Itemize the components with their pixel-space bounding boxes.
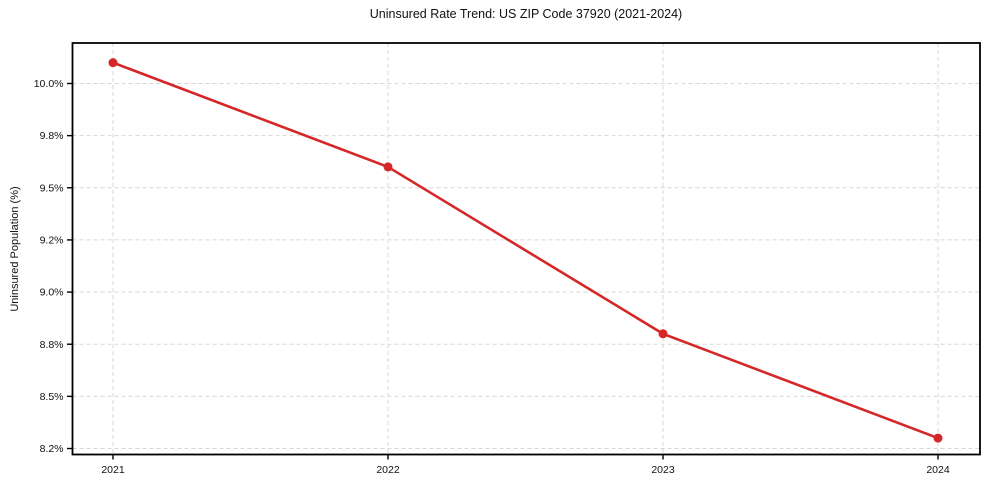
svg-text:2024: 2024 [926, 464, 950, 476]
svg-text:2022: 2022 [376, 464, 400, 476]
svg-text:9.2%: 9.2% [40, 235, 64, 247]
svg-text:2021: 2021 [101, 464, 125, 476]
svg-text:8.5%: 8.5% [40, 391, 64, 403]
chart-title: Uninsured Rate Trend: US ZIP Code 37920 … [369, 7, 683, 21]
svg-text:9.8%: 9.8% [40, 130, 64, 142]
svg-text:2023: 2023 [651, 464, 675, 476]
svg-text:8.2%: 8.2% [40, 443, 64, 455]
svg-text:9.5%: 9.5% [40, 182, 64, 194]
svg-text:9.0%: 9.0% [40, 287, 64, 299]
svg-text:8.8%: 8.8% [40, 339, 64, 351]
svg-text:10.0%: 10.0% [34, 78, 64, 90]
